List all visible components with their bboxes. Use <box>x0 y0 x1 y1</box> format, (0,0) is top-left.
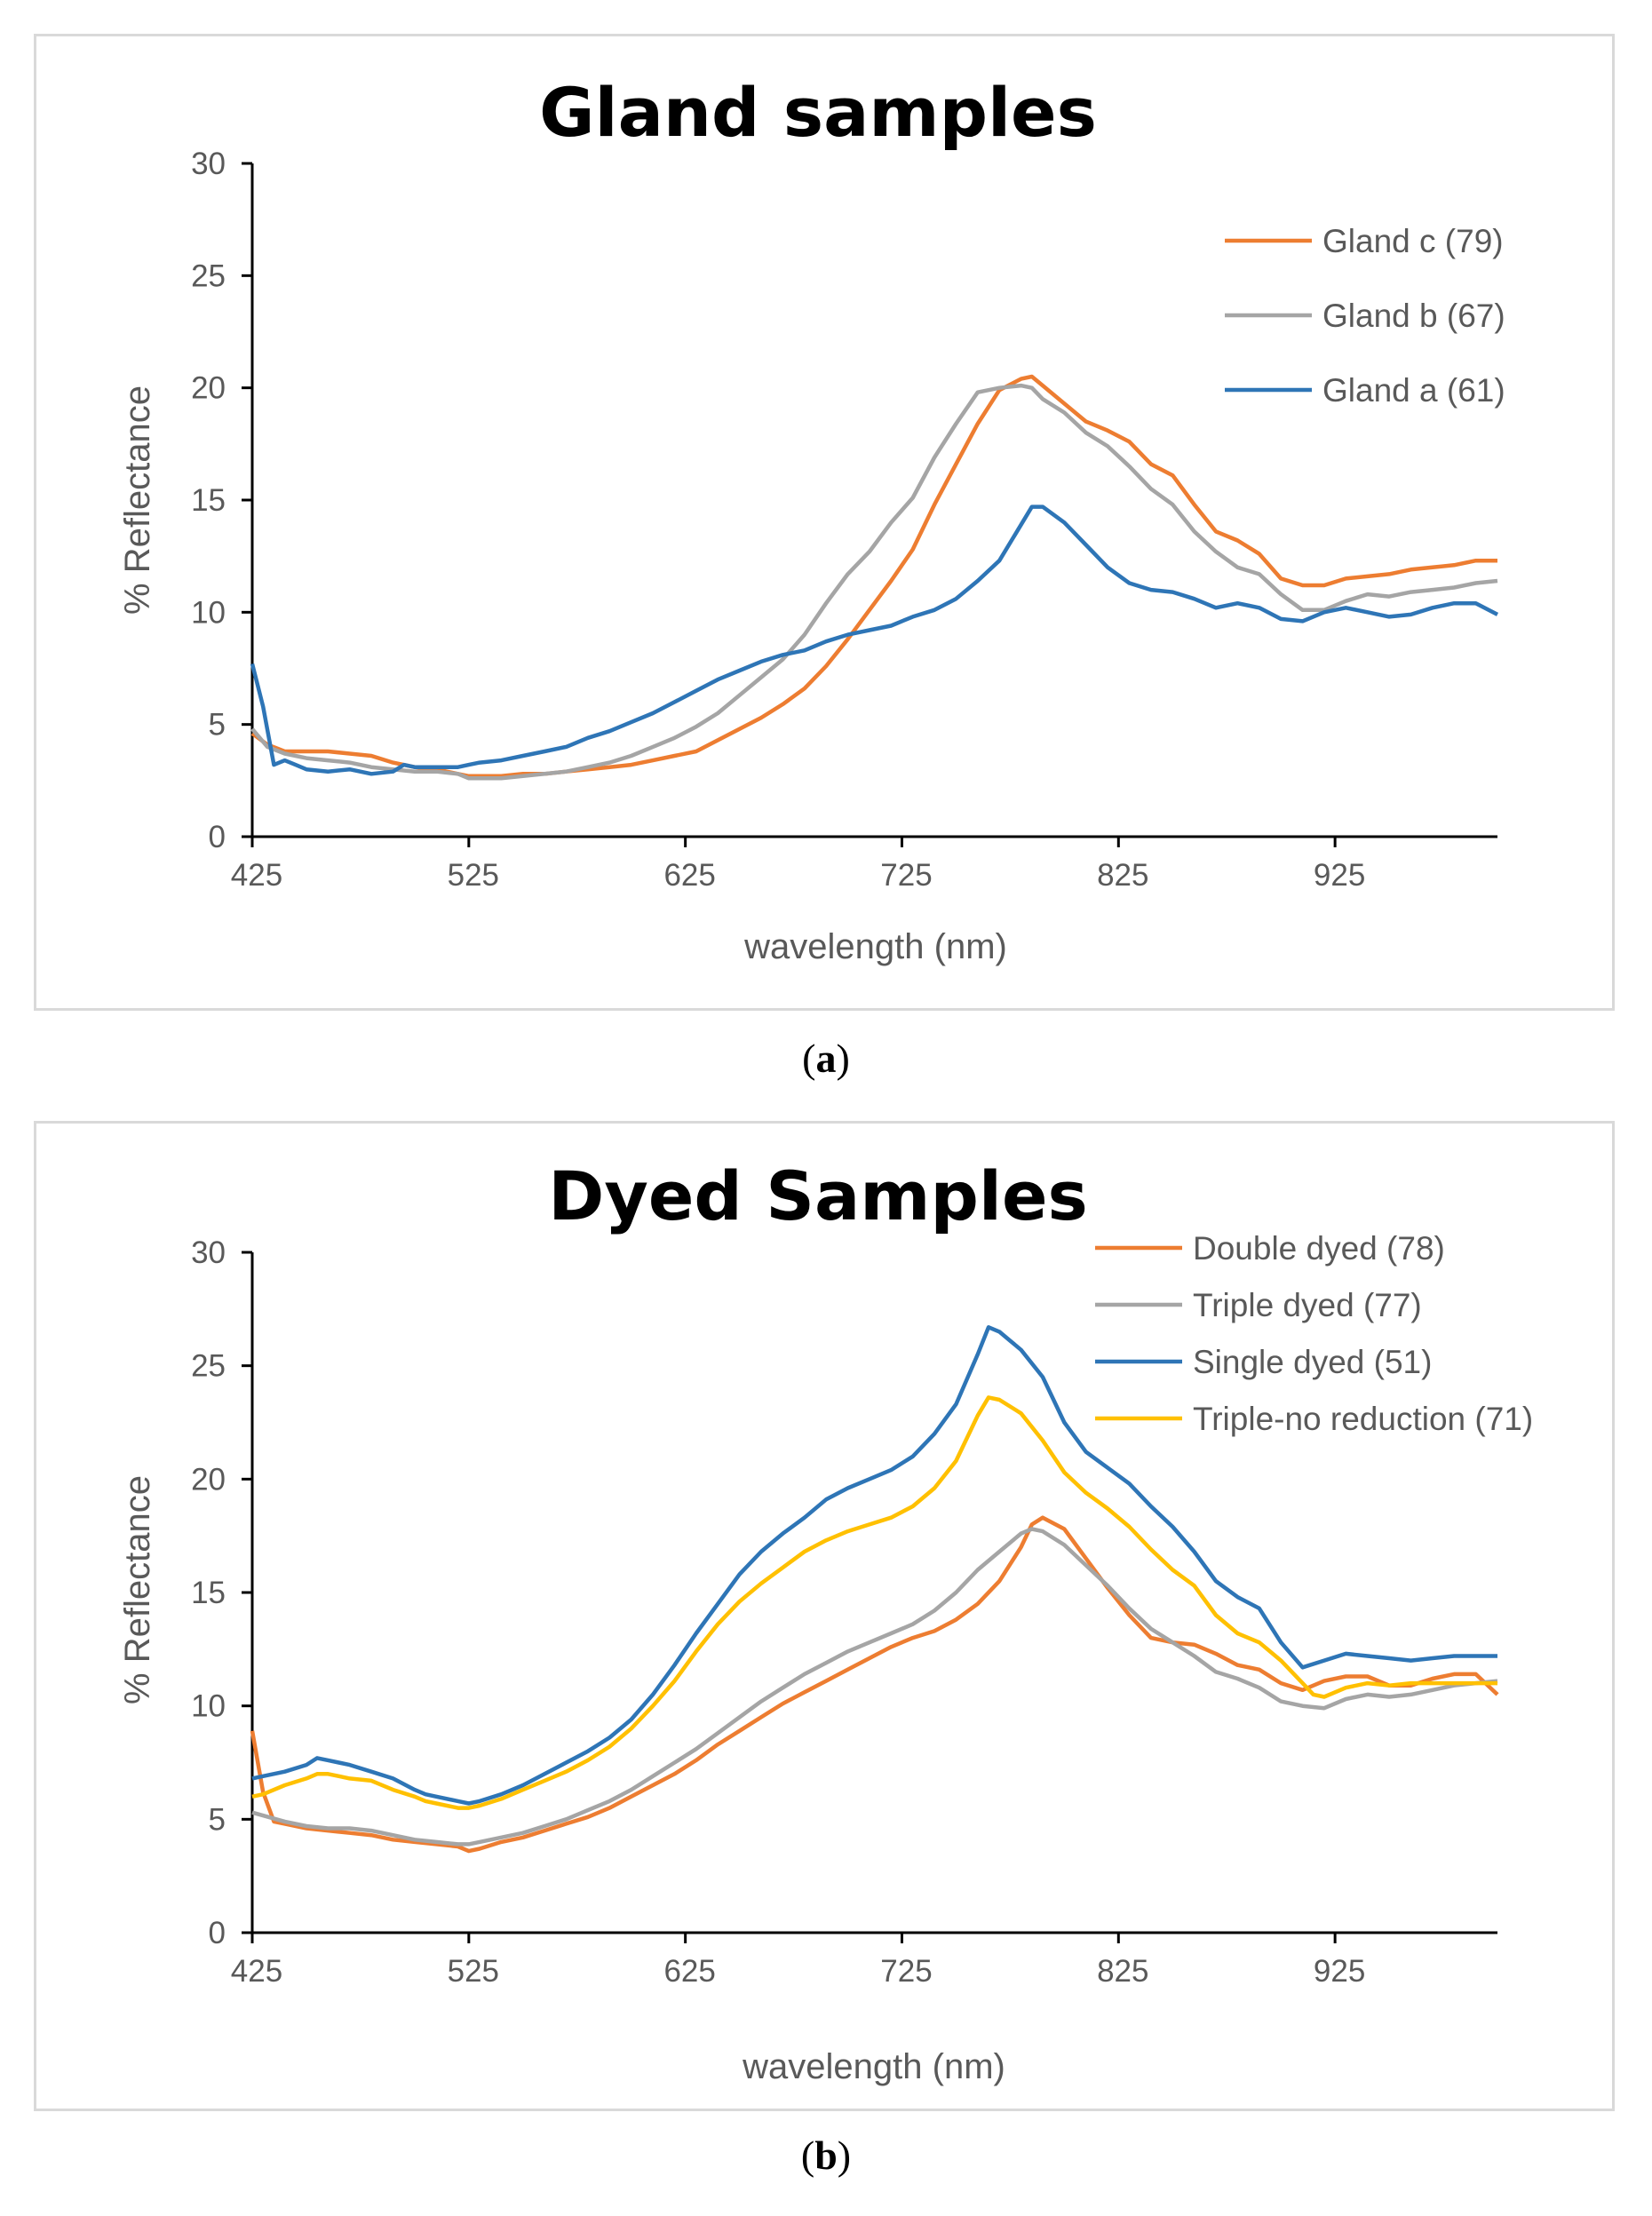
legend-label: Gland a (61) <box>1322 372 1505 409</box>
y-tick-label: 5 <box>209 1802 226 1837</box>
x-tick-label: 525 <box>448 858 499 893</box>
chart-panel-gland: Gland samples 0 5 10 15 20 25 30 425 525 625 725 825… <box>34 34 1615 1011</box>
y-tick-label: 20 <box>191 1462 226 1497</box>
chart-title: Gland samples <box>539 73 1097 152</box>
y-axis-label: % Reflectance <box>118 1475 157 1704</box>
y-tick-label: 0 <box>209 820 226 854</box>
y-tick-label: 30 <box>191 1235 226 1270</box>
y-tick-label: 10 <box>191 595 226 630</box>
chart-title: Dyed Samples <box>548 1156 1087 1235</box>
x-tick-label: 425 <box>231 1954 282 1989</box>
x-tick-label: 525 <box>448 1954 499 1989</box>
x-tick-label: 925 <box>1314 1954 1365 1989</box>
legend-label: Gland b (67) <box>1322 298 1505 334</box>
caption-b-letter: b <box>814 2133 838 2178</box>
series-line <box>251 1325 1497 1806</box>
x-tick-label: 625 <box>663 1954 715 1989</box>
caption-a-letter: a <box>815 1036 837 1081</box>
y-tick-label: 10 <box>191 1689 226 1724</box>
x-tick-label: 725 <box>880 858 932 893</box>
chart-panel-dyed: Dyed Samples 0 5 10 15 20 25 30 425 525 625 725 825 9… <box>34 1121 1615 2111</box>
y-tick-label: 20 <box>191 371 226 406</box>
series-line <box>250 383 1498 781</box>
y-tick-label: 15 <box>191 483 226 518</box>
legend-label: Single dyed (51) <box>1193 1344 1432 1380</box>
x-tick-label: 925 <box>1314 858 1365 893</box>
caption-b: (b) <box>800 2133 852 2178</box>
legend-label: Triple-no reduction (71) <box>1193 1401 1533 1437</box>
caption-a: (a) <box>802 1036 850 1081</box>
y-axis-label: % Reflectance <box>118 385 157 615</box>
legend-label: Gland c (79) <box>1322 223 1504 259</box>
series-line <box>250 1515 1499 1854</box>
dyed-chart: Dyed Samples 0 5 10 15 20 25 30 425 525 625 725 825 9… <box>118 1156 1533 2086</box>
legend-label: Double dyed (78) <box>1193 1230 1445 1267</box>
y-tick-label: 30 <box>191 147 226 181</box>
series-line <box>251 1395 1497 1810</box>
x-tick-label: 625 <box>663 858 715 893</box>
y-tick-label: 25 <box>191 258 226 293</box>
x-tick-label: 825 <box>1097 1954 1148 1989</box>
x-tick-label: 825 <box>1097 858 1148 893</box>
series-line <box>250 374 1497 779</box>
gland-chart: Gland samples 0 5 10 15 20 25 30 425 525 625 725 825… <box>118 73 1505 966</box>
series-line <box>251 1527 1498 1847</box>
y-tick-label: 5 <box>209 708 226 743</box>
x-tick-label: 425 <box>231 858 282 893</box>
y-tick-label: 0 <box>209 1916 226 1950</box>
x-axis-label: wavelength (nm) <box>743 927 1007 966</box>
y-tick-label: 15 <box>191 1576 226 1610</box>
x-axis-label: wavelength (nm) <box>742 2047 1005 2086</box>
x-tick-label: 725 <box>880 1954 932 1989</box>
y-tick-label: 25 <box>191 1349 226 1384</box>
legend-label: Triple dyed (77) <box>1193 1287 1422 1323</box>
series-line <box>250 504 1499 776</box>
